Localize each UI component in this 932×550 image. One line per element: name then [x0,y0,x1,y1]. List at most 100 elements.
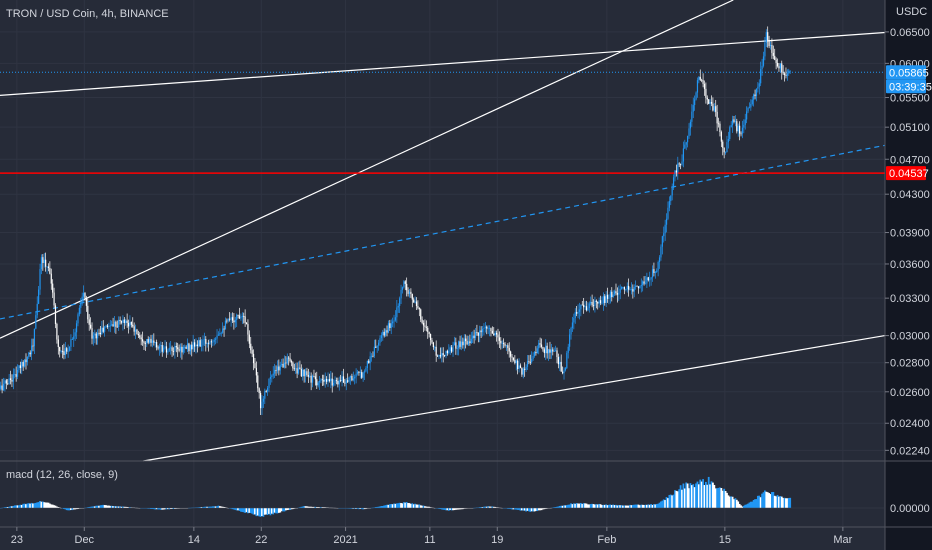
macd-bar-141 [197,507,200,508]
trend-line-0[interactable] [0,0,734,339]
candle-body-0 [0,385,2,389]
macd-bar-174 [244,508,247,513]
macd-bar-457 [641,504,644,508]
macd-bar-79 [110,505,113,508]
candle-body-558 [783,73,786,76]
macd-bar-546 [766,492,769,508]
candle-body-136 [191,344,193,350]
candle-body-101 [141,339,144,342]
candle-body-88 [123,319,125,323]
candle-body-431 [605,294,607,303]
candle-body-394 [553,351,555,352]
candle-body-142 [199,340,201,347]
macd-bar-155 [217,505,220,508]
macd-bar-281 [394,503,397,508]
macd-bar-536 [752,499,755,508]
candle-body-131 [184,346,186,348]
candle-body-494 [694,99,696,106]
macd-bar-205 [287,508,290,510]
macd-bar-361 [506,508,509,509]
macd-bar-344 [483,506,485,508]
macd-bar-462 [648,504,651,508]
macd-bar-386 [542,508,544,510]
macd-bar-77 [107,505,110,508]
trend-line-1[interactable] [0,31,886,96]
macd-bar-213 [299,507,301,508]
macd-bar-23 [32,503,34,508]
trend-line-3[interactable] [0,144,886,320]
candle-body-517 [726,142,728,152]
macd-bar-75 [105,505,107,508]
candle-body-327 [459,341,461,347]
candle-body-495 [695,92,697,100]
macd-bar-521 [731,496,734,508]
candle-body-473 [664,224,666,234]
macd-bar-476 [668,494,671,508]
candle-body-487 [684,144,686,149]
macd-bar-254 [356,508,359,509]
candle-body-344 [483,327,485,329]
price-axis[interactable]: 0.065000.060000.055000.051000.047000.043… [885,27,930,457]
macd-bar-481 [675,490,678,508]
macd-bar-560 [786,498,789,508]
trend-line-2[interactable] [143,335,886,462]
candle-body-396 [556,350,558,358]
candle-body-501 [703,83,706,89]
candle-body-542 [761,65,763,70]
candle-body-188 [264,391,266,399]
candle-body-236 [331,378,333,386]
candle-body-285 [400,289,402,299]
macd-bar-268 [376,506,379,508]
candle-body-287 [403,281,405,288]
candle-body-387 [543,349,545,353]
macd-bar-86 [120,506,123,508]
candle-body-61 [85,298,87,306]
candle-body-323 [453,342,456,346]
candle-body-216 [303,369,305,377]
macd-bar-544 [763,490,766,508]
macd-bar-525 [737,501,740,508]
macd-bar-298 [418,504,421,508]
candle-body-376 [528,361,530,363]
candle-body-459 [644,283,647,285]
candle-body-177 [248,334,250,344]
candle-body-70 [98,332,100,334]
macd-bar-325 [456,508,459,510]
macd-bar-353 [495,507,498,508]
candle-body-373 [524,368,526,370]
macd-bar-319 [447,508,450,511]
candle-body-206 [289,358,291,362]
macd-bar-40 [55,506,58,508]
candle-body-381 [535,352,537,354]
candle-body-265 [372,355,374,357]
macd-bar-30 [41,501,44,508]
macd-bar-294 [412,504,415,508]
macd-bar-317 [445,508,447,511]
candle-body-481 [675,170,677,173]
candle-body-544 [764,42,766,57]
macd-bar-450 [631,504,634,508]
macd-bar-216 [303,506,306,508]
macd-bar-434 [609,504,612,508]
macd-bar-559 [785,498,787,508]
candle-body-463 [650,277,652,280]
macd-bar-80 [112,506,114,508]
macd-bar-10 [13,505,16,508]
macd-bar-206 [289,508,291,510]
candle-body-385 [540,344,543,347]
candle-body-116 [163,347,165,352]
macd-bar-277 [388,504,391,508]
time-axis[interactable]: 23 Dec 14 22 2021 11 19 Feb 15 Mar [11,527,853,546]
candle-body-290 [407,290,409,294]
candle-body-15 [21,361,23,368]
macd-bar-192 [269,508,272,516]
candle-body-308 [432,342,434,348]
macd-bar-175 [245,508,248,513]
macd-bar-202 [283,508,286,512]
candle-body-79 [111,324,113,326]
macd-bar-543 [762,492,765,508]
candle-body-472 [663,233,665,237]
candle-body-212 [297,367,300,374]
macd-bar-534 [749,501,752,508]
